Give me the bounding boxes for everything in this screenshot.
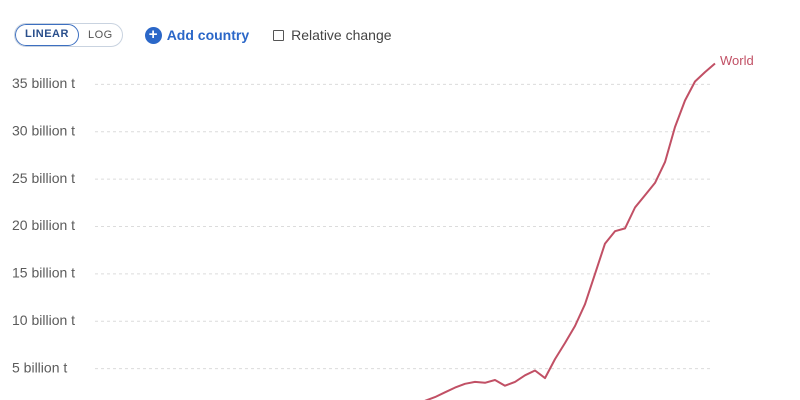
log-button[interactable]: LOG [87, 29, 113, 41]
y-tick-label: 5 billion t [12, 359, 67, 375]
controls: LINEAR LOG + Add country Relative change [14, 22, 392, 48]
y-tick-label: 15 billion t [12, 265, 75, 281]
series-line [423, 62, 716, 400]
series-label: World [720, 53, 754, 68]
y-tick-label: 30 billion t [12, 122, 75, 138]
add-country-label: Add country [166, 27, 250, 43]
relative-change[interactable]: Relative change [273, 27, 392, 43]
checkbox-label: Relative change [291, 27, 392, 43]
scale-toggle: LINEAR LOG [14, 23, 123, 47]
y-tick-label: 10 billion t [12, 312, 75, 328]
plus-icon: + [144, 26, 162, 44]
y-tick-label: 25 billion t [12, 170, 75, 186]
add-country[interactable]: + Add country [144, 26, 250, 44]
checkbox [273, 29, 285, 41]
y-tick-label: 35 billion t [12, 75, 75, 91]
y-tick-label: 20 billion t [12, 217, 75, 233]
linear-button[interactable]: LINEAR [15, 24, 79, 46]
